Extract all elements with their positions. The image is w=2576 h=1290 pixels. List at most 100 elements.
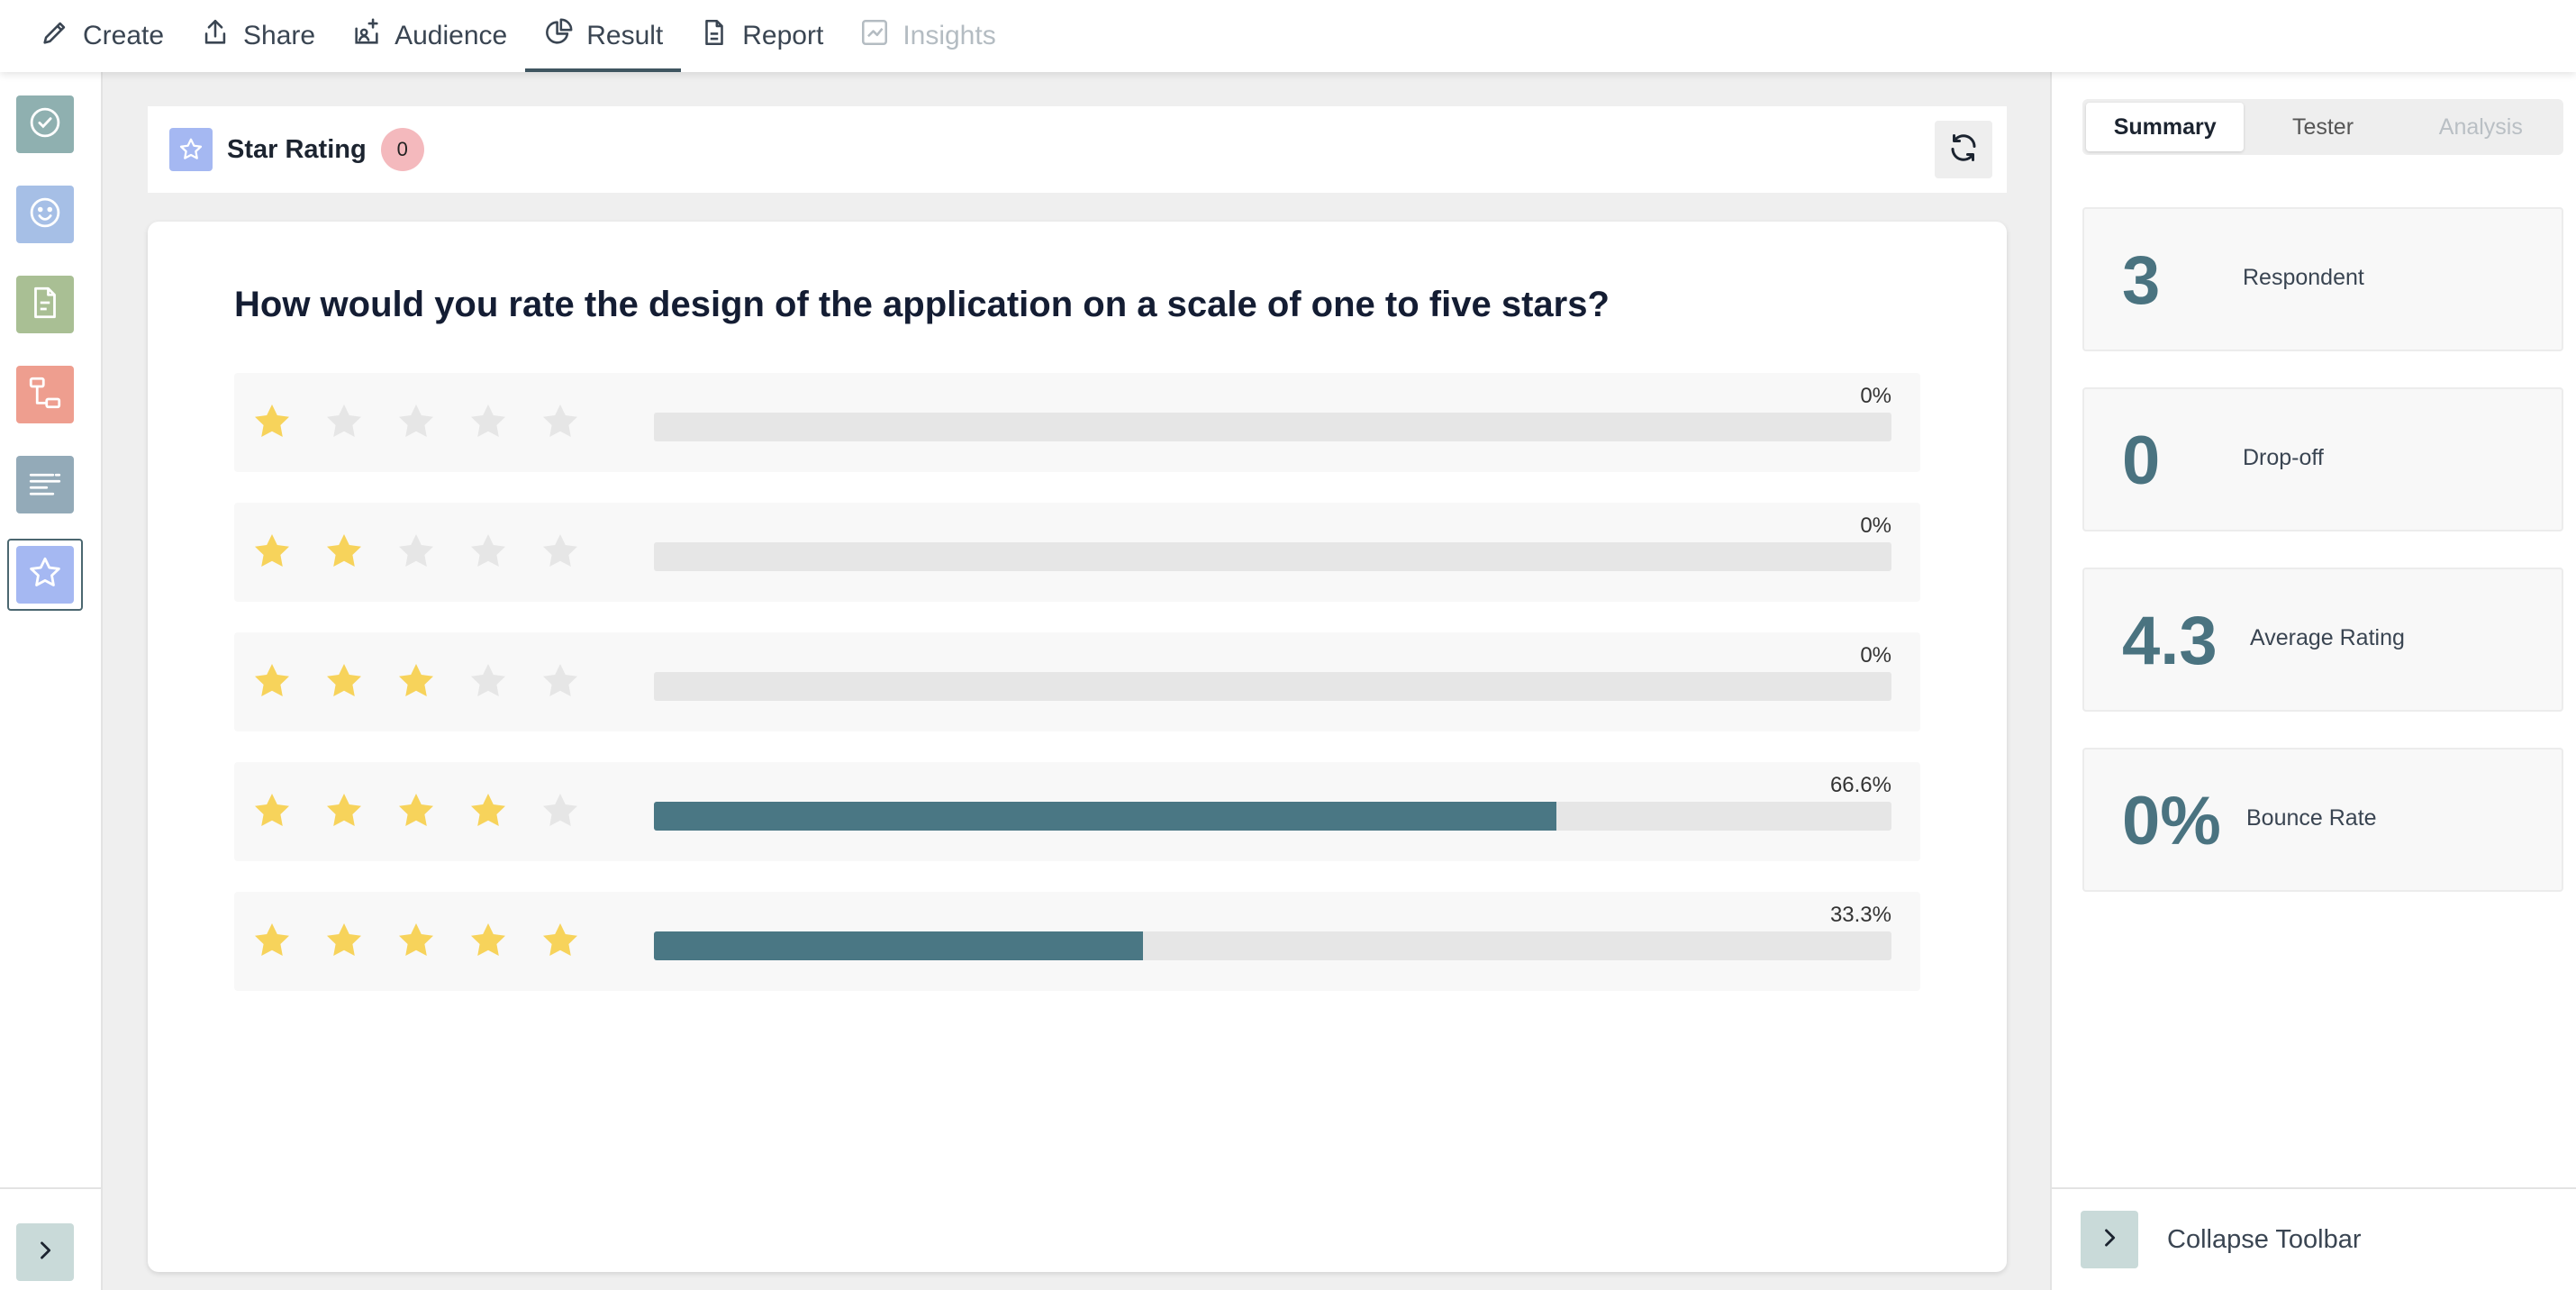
stat-label: Drop-off <box>2243 445 2324 470</box>
star-filled-icon <box>471 923 505 956</box>
document-icon <box>699 17 730 55</box>
stat-label: Bounce Rate <box>2246 805 2377 831</box>
tab-share[interactable]: Share <box>182 0 333 72</box>
star-filled-icon <box>327 794 361 826</box>
rating-row-4: 66.6% <box>234 762 1920 861</box>
tab-label: Result <box>586 21 664 50</box>
results-card: How would you rate the design of the app… <box>148 222 2007 1272</box>
star-filled-icon <box>255 794 289 826</box>
question-type-title: Star Rating <box>227 134 367 164</box>
chevron-right-icon <box>2097 1225 2122 1255</box>
expand-sidebar-button[interactable] <box>16 1223 74 1281</box>
panel-tabs: Summary Tester Analysis <box>2082 99 2563 155</box>
response-count-badge: 0 <box>380 128 424 171</box>
percent-label: 0% <box>1860 384 1891 408</box>
progress-bar-fill <box>654 802 1556 831</box>
top-nav: Create Share Audience Result Report Insi… <box>0 0 2576 72</box>
stat-value: 0% <box>2122 783 2221 859</box>
rating-row-5: 33.3% <box>234 892 1920 991</box>
tab-label: Create <box>83 21 165 50</box>
star-icon <box>26 554 64 596</box>
star-filled-icon <box>255 923 289 956</box>
star-group <box>250 530 582 573</box>
star-filled-icon <box>255 534 289 567</box>
star-empty-icon <box>471 534 505 567</box>
tab-analysis: Analysis <box>2438 114 2523 140</box>
rating-row-3: 0% <box>234 632 1920 731</box>
star-group <box>250 659 582 703</box>
tab-summary[interactable]: Summary <box>2086 103 2245 151</box>
check-circle-icon <box>26 104 64 146</box>
share-icon <box>200 17 231 55</box>
star-empty-icon <box>399 534 433 567</box>
progress-bar-fill <box>654 931 1143 960</box>
stat-drop-off: 0 Drop-off <box>2082 387 2563 531</box>
audience-icon <box>351 17 382 55</box>
star-empty-icon <box>543 664 577 696</box>
sidebar-item-smiley[interactable] <box>16 186 74 243</box>
tab-tester[interactable]: Tester <box>2291 114 2354 140</box>
star-group <box>250 789 582 832</box>
stat-label: Respondent <box>2243 265 2364 290</box>
left-sidebar <box>0 72 103 1290</box>
stat-bounce-rate: 0% Bounce Rate <box>2082 748 2563 892</box>
right-panel-footer: Collapse Toolbar <box>2052 1187 2576 1290</box>
star-empty-icon <box>543 794 577 826</box>
star-filled-icon <box>255 404 289 437</box>
star-filled-icon <box>327 534 361 567</box>
sidebar-item-checkbox[interactable] <box>16 95 74 153</box>
stat-average-rating: 4.3 Average Rating <box>2082 568 2563 712</box>
tab-result[interactable]: Result <box>525 0 682 72</box>
percent-label: 0% <box>1860 643 1891 668</box>
flow-icon <box>26 374 64 416</box>
sidebar-item-text[interactable] <box>16 456 74 513</box>
smiley-icon <box>26 194 64 236</box>
question-header: Star Rating 0 <box>148 106 2007 193</box>
text-lines-icon <box>26 464 64 506</box>
progress-bar <box>654 802 1891 831</box>
document-icon <box>26 284 64 326</box>
sidebar-item-document[interactable] <box>16 276 74 333</box>
star-empty-icon <box>327 404 361 437</box>
sidebar-footer <box>0 1187 103 1290</box>
refresh-icon <box>1947 132 1980 168</box>
star-empty-icon <box>543 534 577 567</box>
star-rating-type-icon <box>169 128 213 171</box>
sidebar-selection-outline <box>7 539 83 611</box>
refresh-button[interactable] <box>1935 121 1992 178</box>
progress-bar <box>654 931 1891 960</box>
percent-label: 0% <box>1860 513 1891 538</box>
star-empty-icon <box>471 664 505 696</box>
right-panel: Summary Tester Analysis 3 Respondent 0 D… <box>2050 72 2576 1290</box>
tab-label: Share <box>243 21 316 50</box>
rating-row-1: 0% <box>234 373 1920 472</box>
progress-bar <box>654 413 1891 441</box>
tab-insights: Insights <box>841 0 1013 72</box>
star-filled-icon <box>399 794 433 826</box>
stat-respondent: 3 Respondent <box>2082 207 2563 351</box>
collapse-toolbar-button[interactable] <box>2081 1211 2138 1268</box>
star-filled-icon <box>399 923 433 956</box>
sidebar-item-flow[interactable] <box>16 366 74 423</box>
star-filled-icon <box>327 664 361 696</box>
tab-report[interactable]: Report <box>681 0 841 72</box>
star-filled-icon <box>543 923 577 956</box>
collapse-toolbar-label[interactable]: Collapse Toolbar <box>2167 1224 2362 1254</box>
tab-label: Audience <box>395 21 508 50</box>
stat-value: 3 <box>2122 242 2161 319</box>
star-group <box>250 400 582 443</box>
sidebar-item-star-rating[interactable] <box>16 546 74 604</box>
star-empty-icon <box>399 404 433 437</box>
progress-bar <box>654 542 1891 571</box>
pencil-icon <box>40 17 70 55</box>
stat-value: 0 <box>2122 422 2161 499</box>
star-empty-icon <box>471 404 505 437</box>
star-group <box>250 919 582 962</box>
stat-label: Average Rating <box>2250 625 2405 650</box>
tab-label: Report <box>742 21 824 50</box>
tab-audience[interactable]: Audience <box>333 0 525 72</box>
star-filled-icon <box>255 664 289 696</box>
tab-label: Insights <box>903 21 996 50</box>
tab-create[interactable]: Create <box>22 0 182 72</box>
rating-row-2: 0% <box>234 503 1920 602</box>
